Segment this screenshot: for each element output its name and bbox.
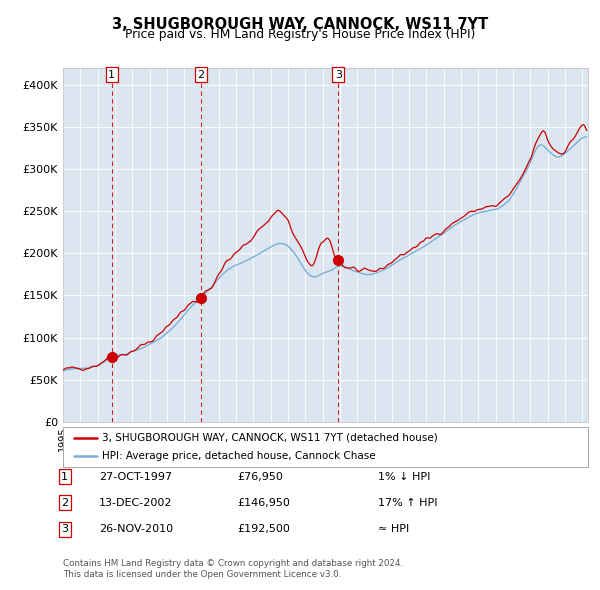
Text: 1% ↓ HPI: 1% ↓ HPI [378, 472, 430, 481]
Text: 13-DEC-2002: 13-DEC-2002 [99, 498, 173, 507]
Text: 1: 1 [109, 70, 115, 80]
Text: 3, SHUGBOROUGH WAY, CANNOCK, WS11 7YT: 3, SHUGBOROUGH WAY, CANNOCK, WS11 7YT [112, 17, 488, 31]
Text: 2: 2 [197, 70, 204, 80]
Text: £192,500: £192,500 [237, 525, 290, 534]
Text: ≈ HPI: ≈ HPI [378, 525, 409, 534]
Text: 3: 3 [335, 70, 342, 80]
Text: £146,950: £146,950 [237, 498, 290, 507]
Text: £76,950: £76,950 [237, 472, 283, 481]
Text: 3, SHUGBOROUGH WAY, CANNOCK, WS11 7YT (detached house): 3, SHUGBOROUGH WAY, CANNOCK, WS11 7YT (d… [103, 433, 438, 443]
Text: 17% ↑ HPI: 17% ↑ HPI [378, 498, 437, 507]
Text: 27-OCT-1997: 27-OCT-1997 [99, 472, 172, 481]
Text: 26-NOV-2010: 26-NOV-2010 [99, 525, 173, 534]
Text: Price paid vs. HM Land Registry's House Price Index (HPI): Price paid vs. HM Land Registry's House … [125, 28, 475, 41]
Text: HPI: Average price, detached house, Cannock Chase: HPI: Average price, detached house, Cann… [103, 451, 376, 461]
Text: Contains HM Land Registry data © Crown copyright and database right 2024.
This d: Contains HM Land Registry data © Crown c… [63, 559, 403, 579]
Text: 3: 3 [61, 525, 68, 534]
Text: 2: 2 [61, 498, 68, 507]
Text: 1: 1 [61, 472, 68, 481]
